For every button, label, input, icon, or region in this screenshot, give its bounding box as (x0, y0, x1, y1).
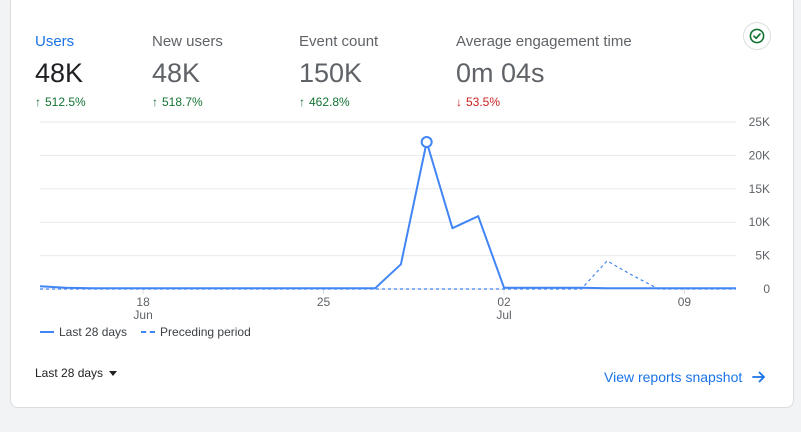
legend-item-previous: Preceding period (141, 325, 251, 339)
legend-label: Preceding period (160, 325, 251, 339)
check-circle-icon (749, 28, 765, 44)
arrow-up-icon: ↑ (152, 95, 158, 109)
metric-delta: ↓ 53.5% (456, 95, 632, 109)
metric-label: Average engagement time (456, 33, 632, 50)
arrow-up-icon: ↑ (299, 95, 305, 109)
x-tick-label: 18 (136, 295, 150, 309)
metric-value: 48K (35, 58, 84, 88)
snapshot-link-label: View reports snapshot (604, 369, 743, 385)
x-tick-sublabel: Jul (496, 308, 511, 322)
metric-label: New users (152, 33, 223, 50)
chart-legend: Last 28 days Preceding period (40, 325, 265, 339)
legend-label: Last 28 days (59, 325, 128, 339)
metric-label: Event count (299, 33, 379, 50)
x-tick-sublabel: Jun (133, 308, 152, 322)
y-tick-label: 0 (763, 282, 770, 296)
x-tick-label: 25 (317, 295, 331, 309)
metric-delta: ↑ 512.5% (35, 95, 86, 109)
dashed-line-swatch (141, 331, 156, 333)
x-tick-label: 02 (497, 295, 511, 309)
metric-delta-value: 53.5% (466, 95, 501, 109)
y-tick-label: 15K (749, 182, 770, 196)
arrow-right-icon (752, 371, 766, 383)
metric-tab-average-engagement-time[interactable]: Average engagement time 0m 04s ↓ 53.5% (456, 33, 632, 109)
y-tick-label: 20K (749, 148, 770, 162)
peak-marker (420, 136, 433, 149)
users-overview-card: Users 48K ↑ 512.5% New users 48K ↑ 518.7% … (10, 0, 794, 408)
insights-check-button[interactable] (743, 22, 771, 50)
legend-item-current: Last 28 days (40, 325, 127, 339)
metric-value: 150K (299, 58, 363, 88)
metric-delta: ↑ 462.8% (299, 95, 378, 109)
metric-tab-new-users[interactable]: New users 48K ↑ 518.7% (152, 33, 223, 109)
arrow-down-icon: ↓ (456, 95, 462, 109)
y-tick-label: 5K (755, 249, 770, 263)
metric-delta-value: 462.8% (309, 95, 350, 109)
metric-delta: ↑ 518.7% (152, 95, 223, 109)
caret-down-icon (109, 370, 118, 376)
last-28-days-line (39, 141, 736, 290)
metric-value: 48K (152, 58, 201, 88)
metric-label: Users (35, 33, 75, 50)
y-tick-label: 10K (749, 215, 770, 229)
date-range-label: Last 28 days (35, 366, 104, 380)
metric-value: 0m 04s (456, 58, 545, 88)
x-tick-label: 09 (678, 295, 692, 309)
solid-line-swatch (40, 331, 54, 333)
arrow-up-icon: ↑ (35, 95, 41, 109)
metric-tab-users[interactable]: Users 48K ↑ 512.5% (35, 33, 86, 109)
metric-delta-value: 512.5% (45, 95, 86, 109)
date-range-dropdown[interactable]: Last 28 days (35, 366, 118, 380)
y-tick-label: 25K (749, 115, 770, 129)
metric-tab-event-count[interactable]: Event count 150K ↑ 462.8% (299, 33, 378, 109)
metric-delta-value: 518.7% (162, 95, 203, 109)
view-reports-snapshot-link[interactable]: View reports snapshot (604, 369, 766, 385)
